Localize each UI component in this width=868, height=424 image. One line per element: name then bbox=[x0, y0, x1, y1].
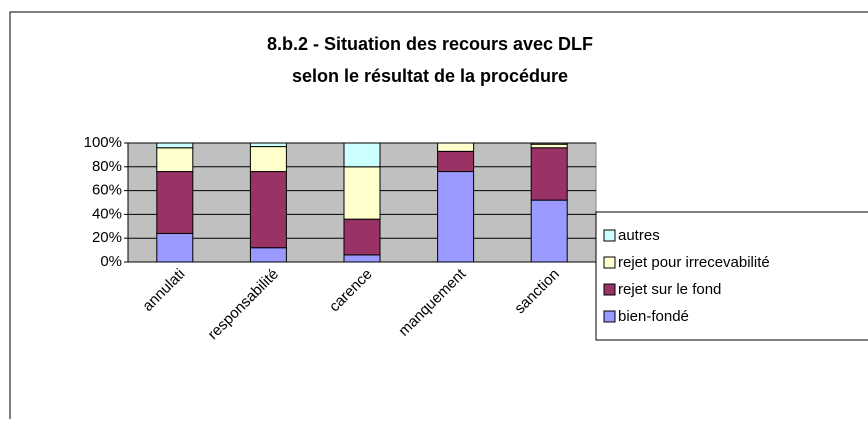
bar-segment bbox=[343, 254, 381, 263]
legend-swatch bbox=[603, 256, 616, 269]
legend bbox=[595, 211, 868, 341]
bar-segment bbox=[530, 142, 568, 145]
bar-segment bbox=[437, 150, 475, 173]
legend-label: autres bbox=[618, 227, 660, 244]
legend-swatch bbox=[603, 283, 616, 296]
bar-segment bbox=[156, 142, 194, 149]
bar-segment bbox=[156, 232, 194, 263]
bar-segment bbox=[343, 218, 381, 256]
y-tick-label: 0% bbox=[100, 253, 122, 270]
legend-label: bien-fondé bbox=[618, 308, 689, 325]
legend-label: rejet pour irrecevabilité bbox=[618, 254, 770, 271]
bar-segment bbox=[249, 247, 287, 263]
y-tick-label: 40% bbox=[92, 205, 122, 222]
legend-swatch bbox=[603, 229, 616, 242]
bar-segment bbox=[249, 142, 287, 148]
bar-segment bbox=[530, 147, 568, 201]
bar-segment bbox=[530, 199, 568, 263]
y-tick-label: 60% bbox=[92, 182, 122, 199]
bar-segment bbox=[437, 171, 475, 263]
bar-segment bbox=[249, 171, 287, 249]
bar-segment bbox=[437, 142, 475, 152]
bar-segment bbox=[156, 171, 194, 234]
chart-title: 8.b.2 - Situation des recours avec DLF bbox=[267, 34, 593, 54]
bar-segment bbox=[156, 147, 194, 173]
y-tick-label: 80% bbox=[92, 158, 122, 175]
bar-segment bbox=[343, 142, 381, 168]
y-tick-label: 100% bbox=[84, 134, 122, 151]
bar-segment bbox=[249, 146, 287, 173]
bar-segment bbox=[343, 166, 381, 220]
y-tick-label: 20% bbox=[92, 229, 122, 246]
legend-label: rejet sur le fond bbox=[618, 281, 721, 298]
legend-swatch bbox=[603, 310, 616, 323]
chart-title: selon le résultat de la procédure bbox=[292, 66, 568, 86]
bar-segment bbox=[530, 143, 568, 149]
